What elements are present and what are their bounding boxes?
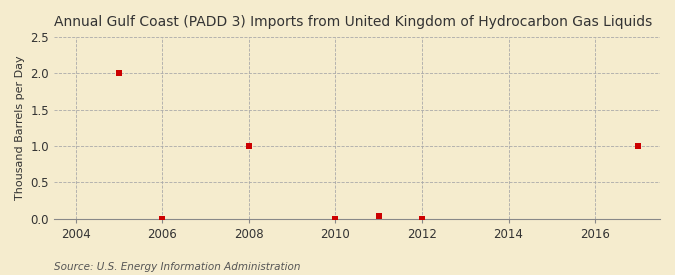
Point: [330, 216, 341, 221]
Text: Annual Gulf Coast (PADD 3) Imports from United Kingdom of Hydrocarbon Gas Liquid: Annual Gulf Coast (PADD 3) Imports from …: [54, 15, 652, 29]
Point: [373, 214, 384, 218]
Point: [244, 144, 254, 148]
Text: Source: U.S. Energy Information Administration: Source: U.S. Energy Information Administ…: [54, 262, 300, 272]
Point: [416, 216, 427, 221]
Point: [633, 144, 644, 148]
Point: [113, 71, 124, 76]
Point: [157, 216, 167, 221]
Y-axis label: Thousand Barrels per Day: Thousand Barrels per Day: [15, 56, 25, 200]
